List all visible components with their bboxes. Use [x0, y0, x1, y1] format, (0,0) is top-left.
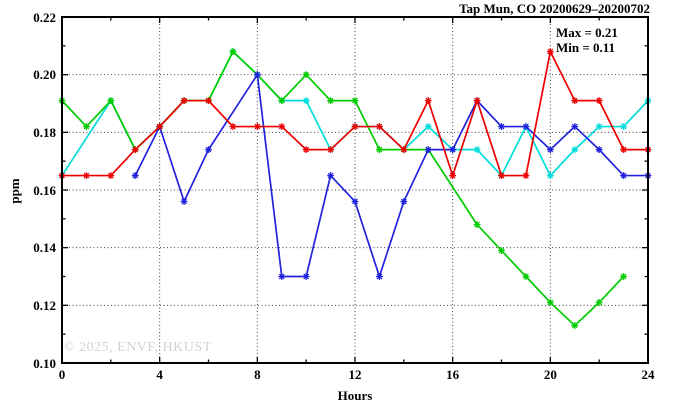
x-tick-label-16: 16 [446, 367, 460, 382]
red-series-marker [278, 123, 285, 130]
green-series-marker [547, 299, 554, 306]
green-series-marker [523, 273, 529, 280]
red-series-marker [181, 97, 187, 104]
blue-series-marker [620, 172, 627, 179]
blue-series-marker [376, 273, 383, 280]
cyan-series-marker [474, 146, 480, 153]
red-series-marker [547, 48, 554, 55]
y-tick-label-0.10: 0.10 [33, 355, 56, 371]
red-series-marker [132, 146, 139, 153]
green-series-marker [230, 48, 236, 55]
green-series-marker [303, 71, 310, 78]
blue-series-marker [205, 146, 212, 153]
red-series-marker [205, 97, 212, 104]
annotation-max: Max = 0.21 [556, 25, 618, 40]
x-tick-label-24: 24 [641, 367, 655, 382]
green-series-marker [620, 273, 627, 280]
green-series-marker [498, 247, 505, 254]
blue-series-marker [327, 172, 334, 179]
blue-series-marker [596, 146, 603, 153]
x-axis-label: Hours [337, 388, 373, 403]
red-series-marker [156, 123, 163, 130]
red-series-marker [83, 172, 90, 179]
annotation-box: Max = 0.21 Min = 0.11 [556, 25, 618, 55]
red-series-marker [498, 172, 505, 179]
red-series-marker [620, 146, 627, 153]
green-series-marker [571, 322, 578, 329]
x-tick-label-20: 20 [543, 367, 557, 382]
annotation-min: Min = 0.11 [556, 39, 616, 55]
blue-series-marker [278, 273, 285, 280]
red-series-marker [303, 146, 310, 153]
y-tick-label-0.20: 0.20 [33, 67, 56, 83]
green-series-marker [83, 123, 90, 130]
blue-series-marker [303, 273, 310, 280]
red-series-marker [596, 97, 603, 104]
red-series-marker [449, 172, 456, 179]
blue-series-marker [547, 146, 554, 153]
green-series-marker [278, 97, 285, 104]
green-series-marker [352, 97, 358, 104]
red-series-marker [352, 123, 358, 130]
blue-series-marker [400, 198, 407, 205]
x-tick-label-0: 0 [58, 367, 66, 382]
red-series-marker [474, 97, 480, 104]
cyan-series-marker [547, 172, 554, 179]
chart-title: Tap Mun, CO 20200629–20200702 [459, 1, 650, 16]
blue-series-marker [352, 198, 358, 205]
red-series-marker [254, 123, 261, 130]
blue-series-marker [181, 198, 187, 205]
blue-series-marker [523, 123, 529, 130]
red-series-marker [523, 172, 529, 179]
x-tick-label-8: 8 [254, 367, 261, 382]
blue-series-marker [254, 71, 261, 78]
y-tick-label-0.18: 0.18 [33, 124, 56, 140]
x-tick-label-4: 4 [156, 367, 163, 382]
blue-series-marker [571, 123, 578, 130]
y-tick-label-0.16: 0.16 [33, 182, 56, 198]
cyan-series-marker [425, 123, 432, 130]
red-series-marker [425, 97, 432, 104]
green-series-marker [376, 146, 383, 153]
green-series-marker [107, 97, 114, 104]
blue-series-marker [425, 146, 432, 153]
red-series-marker [107, 172, 114, 179]
green-series-marker [327, 97, 334, 104]
y-tick-label-0.12: 0.12 [33, 297, 56, 313]
cyan-series-marker [571, 146, 578, 153]
red-series-marker [376, 123, 383, 130]
red-series-marker [327, 146, 334, 153]
cyan-series-marker [620, 123, 627, 130]
red-series-marker [571, 97, 578, 104]
blue-series-marker [449, 146, 456, 153]
cyan-series-marker [596, 123, 603, 130]
plot-border [61, 16, 649, 364]
red-series-marker [400, 146, 407, 153]
y-tick-label-0.22: 0.22 [33, 9, 56, 25]
x-tick-label-12: 12 [348, 367, 362, 382]
cyan-series-marker [303, 97, 310, 104]
green-series-marker [474, 221, 480, 228]
y-tick-label-0.14: 0.14 [33, 240, 56, 256]
watermark: © 2025, ENVF, HKUST [64, 340, 212, 355]
blue-series-marker [498, 123, 505, 130]
green-series-marker [596, 299, 603, 306]
red-series-marker [230, 123, 236, 130]
blue-series-marker [132, 172, 139, 179]
